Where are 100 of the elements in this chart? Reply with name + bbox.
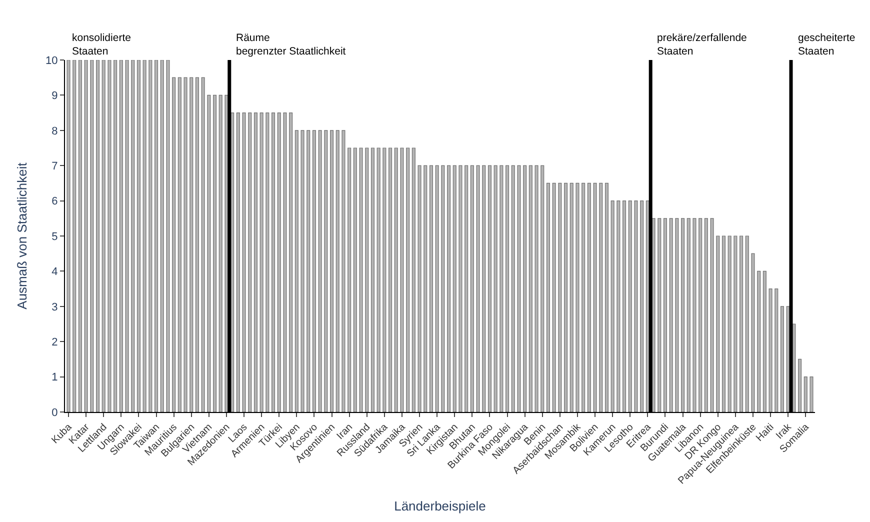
bar xyxy=(330,130,334,412)
bar xyxy=(558,182,562,412)
bar xyxy=(628,200,632,412)
bar xyxy=(359,148,363,412)
text: gescheiterte Staaten xyxy=(798,32,856,58)
y-tick-label: 3 xyxy=(52,301,58,314)
y-tick-label: 5 xyxy=(52,230,58,243)
bar xyxy=(131,60,135,412)
bar xyxy=(716,236,720,412)
bar xyxy=(447,165,451,412)
text: prekäre/zerfallende Staaten xyxy=(657,32,748,58)
bar xyxy=(400,148,404,412)
bar xyxy=(500,165,504,412)
bar xyxy=(762,270,766,412)
bar xyxy=(587,182,591,412)
bar xyxy=(412,148,416,412)
bar xyxy=(108,60,112,412)
bar xyxy=(172,77,176,412)
bar xyxy=(452,165,456,412)
bar xyxy=(318,130,322,412)
bar xyxy=(342,130,346,412)
bar xyxy=(599,182,603,412)
bar xyxy=(429,165,433,412)
bar xyxy=(804,376,808,412)
bar xyxy=(248,112,252,412)
bar xyxy=(470,165,474,412)
bar xyxy=(312,130,316,412)
y-tick-label: 6 xyxy=(52,196,58,208)
y-tick-label: 10 xyxy=(46,54,58,67)
bar xyxy=(540,165,544,412)
bar xyxy=(698,218,702,412)
bar xyxy=(306,130,310,412)
bar xyxy=(266,112,270,412)
y-axis-title: Ausmaß von Staatlichkeit xyxy=(14,162,30,310)
bar xyxy=(272,112,276,412)
bar xyxy=(207,94,211,412)
bar xyxy=(254,112,258,412)
bar xyxy=(476,165,480,412)
y-tick-label: 9 xyxy=(52,90,58,102)
bar xyxy=(84,60,88,412)
bar xyxy=(90,60,94,412)
bar xyxy=(745,236,749,412)
bar xyxy=(810,376,814,412)
bar xyxy=(734,236,738,412)
bar xyxy=(675,218,679,412)
bar xyxy=(610,200,614,412)
bar xyxy=(523,165,527,412)
bar xyxy=(780,306,784,412)
bar xyxy=(604,182,608,412)
bar xyxy=(593,182,597,412)
bar xyxy=(300,130,304,412)
bar xyxy=(768,288,772,412)
bar xyxy=(686,218,690,412)
bar xyxy=(517,165,521,412)
bar xyxy=(160,60,164,412)
bar xyxy=(125,60,129,412)
bar xyxy=(119,60,123,412)
bar xyxy=(546,182,550,412)
bar xyxy=(669,218,673,412)
y-tick-label: 2 xyxy=(52,336,58,348)
bar xyxy=(506,165,510,412)
x-axis-title: Länderbeispiele xyxy=(394,498,486,514)
y-tick-label: 7 xyxy=(52,160,58,172)
bar xyxy=(692,218,696,412)
bar xyxy=(114,60,118,412)
bar xyxy=(242,112,246,412)
bar xyxy=(376,148,380,412)
bar xyxy=(722,236,726,412)
bar xyxy=(704,218,708,412)
bar xyxy=(195,77,199,412)
bar xyxy=(681,218,685,412)
bar xyxy=(78,60,82,412)
bar xyxy=(218,94,222,412)
bar xyxy=(740,236,744,412)
bar xyxy=(136,60,140,412)
bar xyxy=(324,130,328,412)
bar xyxy=(148,60,152,412)
y-tick-label: 1 xyxy=(52,372,58,384)
bar xyxy=(294,130,298,412)
bar xyxy=(511,165,515,412)
bar xyxy=(382,148,386,412)
bar xyxy=(348,148,352,412)
bar xyxy=(552,182,556,412)
bar xyxy=(570,182,574,412)
bar xyxy=(277,112,281,412)
bar xyxy=(96,60,100,412)
bar xyxy=(72,60,76,412)
y-tick-label: 0 xyxy=(52,406,58,419)
text: Räume begrenzter Staatlichkeit xyxy=(236,32,346,58)
bar xyxy=(634,200,638,412)
bar xyxy=(424,165,428,412)
y-tick-label: 8 xyxy=(52,125,58,138)
bar xyxy=(102,60,106,412)
bar xyxy=(66,60,70,412)
bar xyxy=(236,112,240,412)
bar xyxy=(774,288,778,412)
bar xyxy=(184,77,188,412)
bar xyxy=(435,165,439,412)
bar xyxy=(289,112,293,412)
bar xyxy=(576,182,580,412)
